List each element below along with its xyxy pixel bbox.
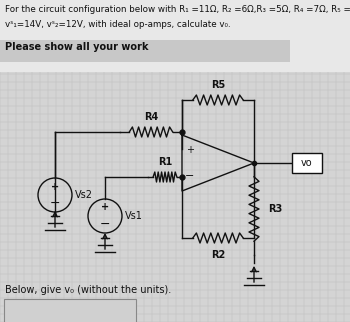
- Text: +: +: [101, 203, 109, 213]
- Text: Below, give v₀ (without the units).: Below, give v₀ (without the units).: [5, 285, 171, 295]
- FancyBboxPatch shape: [292, 153, 322, 173]
- FancyBboxPatch shape: [0, 0, 350, 72]
- Text: Please show all your work: Please show all your work: [5, 42, 148, 52]
- Text: R5: R5: [211, 80, 225, 90]
- Text: −: −: [185, 171, 195, 181]
- Text: For the circuit configuration below with R₁ =11Ω, R₂ =6Ω,R₃ =5Ω, R₄ =7Ω, R₅ =11Ω: For the circuit configuration below with…: [5, 5, 350, 14]
- Text: Vs1: Vs1: [125, 211, 143, 221]
- Text: +: +: [51, 182, 59, 192]
- Text: vˢ₁=14V, vˢ₂=12V, with ideal op-amps, calculate v₀.: vˢ₁=14V, vˢ₂=12V, with ideal op-amps, ca…: [5, 20, 231, 29]
- Text: R2: R2: [211, 250, 225, 260]
- Text: Vs2: Vs2: [75, 190, 93, 200]
- Text: R1: R1: [158, 157, 172, 167]
- Text: +: +: [186, 146, 194, 156]
- Text: −: −: [50, 197, 60, 210]
- FancyBboxPatch shape: [4, 299, 136, 322]
- FancyBboxPatch shape: [0, 40, 290, 62]
- Text: vo: vo: [301, 158, 313, 168]
- Text: R3: R3: [268, 204, 282, 214]
- Text: −: −: [100, 218, 110, 231]
- Text: R4: R4: [144, 112, 158, 122]
